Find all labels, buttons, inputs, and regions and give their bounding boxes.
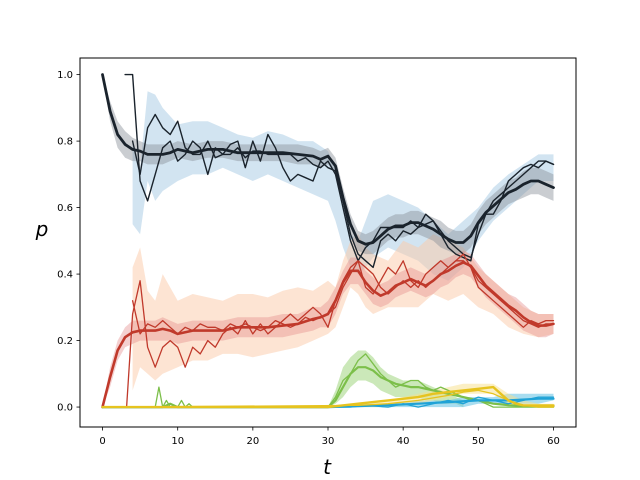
confidence-band-2 — [132, 234, 554, 391]
confidence-band-4 — [102, 250, 554, 408]
y-axis-label: p — [35, 217, 49, 241]
y-tick-label: 0.6 — [57, 203, 73, 214]
y-axis: 0.0 0.2 0.4 0.6 0.8 1.0 — [57, 70, 80, 414]
x-tick-label: 10 — [171, 436, 184, 447]
series-line-4 — [101, 253, 555, 408]
series-line-6 — [101, 261, 555, 409]
y-tick-label: 0.0 — [57, 403, 73, 414]
series-lines — [101, 73, 555, 409]
x-tick-label: 0 — [99, 436, 105, 447]
y-tick-label: 0.2 — [57, 336, 73, 347]
x-tick-label: 30 — [322, 436, 335, 447]
x-tick-label: 20 — [246, 436, 259, 447]
confidence-band-3 — [102, 74, 554, 255]
x-axis: 0 10 20 30 40 50 60 — [99, 427, 560, 447]
y-tick-label: 1.0 — [57, 70, 73, 81]
x-tick-label: 50 — [472, 436, 485, 447]
confidence-bands — [102, 74, 554, 408]
x-axis-label: t — [323, 455, 332, 479]
confidence-band-1 — [132, 91, 554, 281]
y-tick-label: 0.4 — [57, 270, 73, 281]
x-tick-label: 60 — [547, 436, 560, 447]
y-tick-label: 0.8 — [57, 137, 73, 148]
x-tick-label: 40 — [397, 436, 410, 447]
series-line-3 — [101, 73, 555, 246]
series-line-5 — [131, 260, 555, 335]
series-line-12 — [101, 389, 555, 408]
